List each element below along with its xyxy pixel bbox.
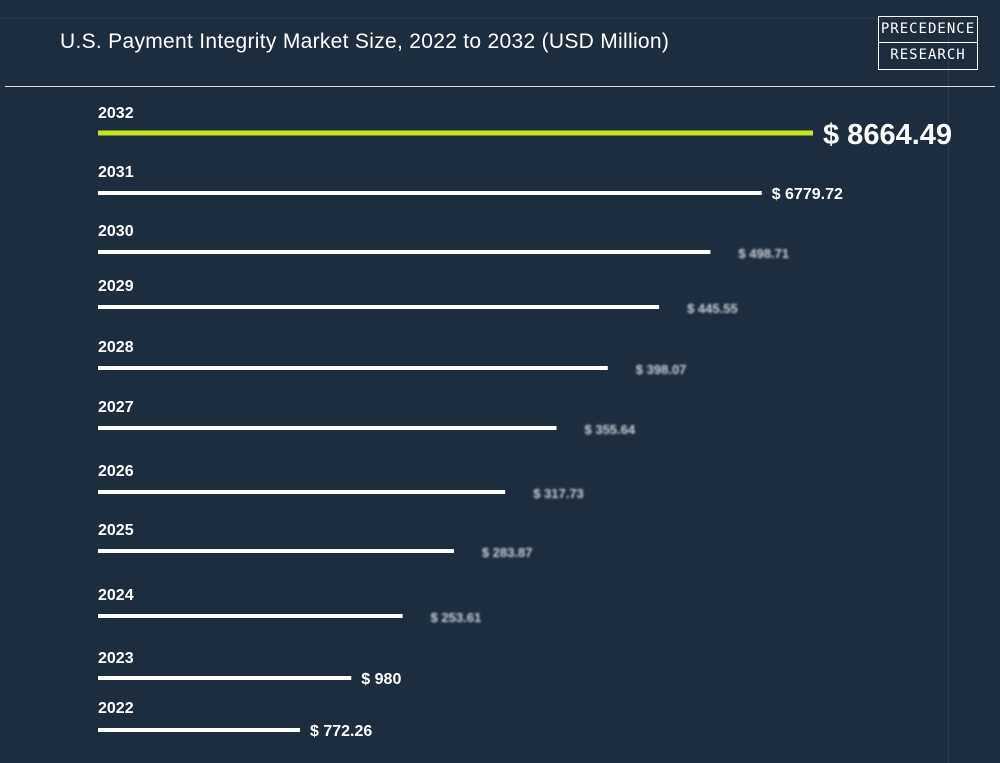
value-label: $ 772.26 (310, 723, 372, 740)
bar-2032 (98, 130, 813, 136)
value-label: $ 317.73 (533, 486, 584, 501)
year-label: 2026 (98, 463, 134, 480)
bar-2031 (98, 191, 762, 195)
title-divider (5, 86, 995, 87)
bar-2025 (98, 549, 454, 553)
logo-line: PRECEDENCE (880, 21, 976, 37)
bar-2030 (98, 250, 711, 254)
value-label: $ 398.07 (636, 362, 687, 377)
bar-2026 (98, 490, 506, 494)
precedence-research-logo: PRECEDENCE RESEARCH (878, 16, 978, 70)
value-label: $ 8664.49 (823, 119, 952, 151)
year-label: 2032 (98, 105, 134, 122)
logo-line: RESEARCH (879, 42, 977, 68)
chart-title: U.S. Payment Integrity Market Size, 2022… (60, 30, 670, 53)
value-label: $ 283.87 (482, 545, 533, 560)
year-label: 2023 (98, 650, 134, 667)
year-label: 2022 (98, 700, 134, 717)
year-label: 2024 (98, 587, 134, 604)
value-label: $ 355.64 (585, 422, 636, 437)
value-label: $ 6779.72 (772, 186, 843, 203)
bar-2028 (98, 366, 608, 370)
year-label: 2030 (98, 223, 134, 240)
frame-line (948, 18, 949, 763)
value-label: $ 498.71 (738, 246, 789, 261)
year-label: 2031 (98, 164, 134, 181)
value-label: $ 445.55 (687, 301, 738, 316)
bar-2022 (98, 728, 300, 732)
frame-line (0, 18, 948, 19)
year-label: 2028 (98, 339, 134, 356)
bar-2023 (98, 676, 352, 680)
year-label: 2025 (98, 522, 134, 539)
year-label: 2027 (98, 399, 134, 416)
bar-2029 (98, 305, 660, 309)
year-label: 2029 (98, 278, 134, 295)
value-label: $ 980 (361, 671, 401, 688)
value-label: $ 253.61 (431, 610, 482, 625)
bar-2027 (98, 426, 557, 430)
bar-2024 (98, 614, 403, 618)
